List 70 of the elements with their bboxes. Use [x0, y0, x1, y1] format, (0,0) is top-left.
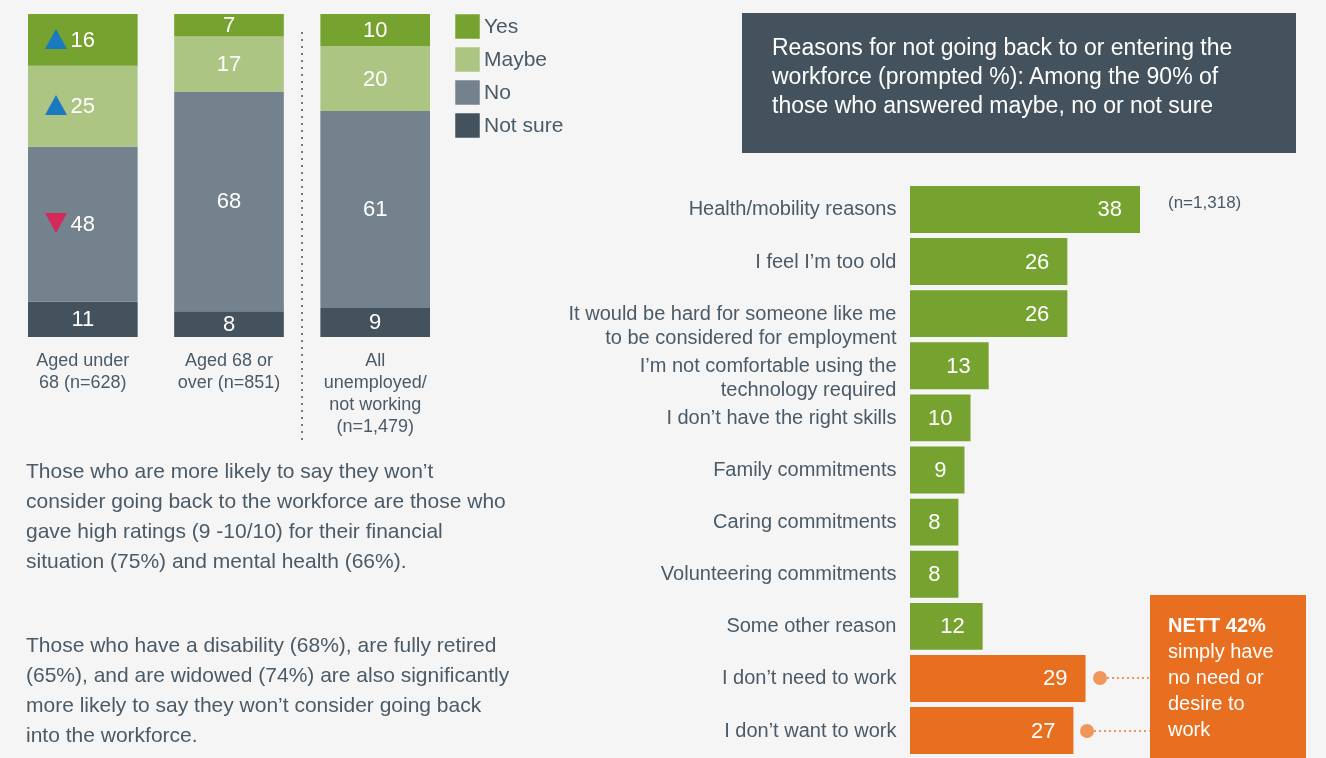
y-tick-label: Volunteering commitments: [660, 562, 897, 585]
bar: [910, 602, 983, 650]
y-tick-label: I’m not comfortable using the technology required: [639, 353, 897, 400]
data-label: 9: [369, 309, 382, 335]
data-label: 29: [1043, 665, 1068, 691]
legend-label: Not sure: [484, 112, 564, 136]
bar: [910, 550, 959, 598]
data-label: 68: [216, 188, 242, 214]
bar: [910, 446, 965, 494]
y-tick-label: Caring commitments: [713, 510, 897, 533]
bar: [174, 311, 284, 337]
bar: [320, 307, 430, 337]
data-label: 20: [362, 65, 388, 91]
data-label: 10: [928, 404, 953, 430]
bar: [28, 301, 138, 337]
data-label: 8: [928, 509, 941, 535]
text: Those who are more likely to say they won’t consider going back to the workforce are those who gave high ratings (9 -10/10) for their financial situation (75%) and mental health (66%).: [26, 458, 507, 574]
bar: [910, 707, 1074, 754]
data-label: 61: [362, 196, 388, 222]
data-label: 9: [934, 457, 947, 482]
bar: [174, 14, 284, 37]
data-label: 16: [70, 26, 96, 52]
bar: [910, 238, 1068, 286]
legend-label: Yes: [484, 13, 519, 37]
y-tick-label: I feel I’m too old: [755, 249, 897, 272]
bar: [910, 498, 959, 546]
x-tick-label: All unemployed/ not working (n=1,479): [323, 349, 427, 436]
data-label: 12: [940, 613, 965, 639]
bar: [320, 14, 430, 47]
text: simply have no need or desire to work: [1168, 639, 1275, 742]
bar: [910, 342, 989, 390]
data-label: 11: [71, 306, 95, 332]
text: (n=1,318): [1168, 192, 1242, 214]
data-label: 17: [216, 51, 242, 77]
y-tick-label: I don’t want to work: [724, 718, 898, 741]
data-label: 48: [70, 210, 96, 236]
data-label: 7: [222, 12, 236, 38]
y-tick-label: Family commitments: [713, 458, 897, 480]
data-label: 8: [928, 561, 941, 587]
data-label: 8: [222, 311, 236, 337]
bar: [174, 36, 284, 92]
bar: [28, 146, 138, 302]
bar: [910, 394, 971, 442]
y-tick-label: Some other reason: [726, 614, 897, 637]
y-tick-label: Health/mobility reasons: [688, 197, 897, 220]
x-tick-label: Aged 68 or over (n=851): [177, 349, 281, 392]
data-label: 26: [1024, 300, 1050, 326]
legend-label: Maybe: [484, 46, 548, 70]
bar: [320, 46, 430, 111]
bar: [910, 654, 1086, 702]
data-label: 38: [1097, 196, 1122, 222]
x-tick-label: Aged under 68 (n=628): [36, 349, 130, 392]
data-label: 27: [1030, 717, 1056, 743]
bar: [910, 290, 1068, 338]
data-label: 25: [70, 93, 96, 119]
text: Those who have a disability (68%), are fully retired (65%), and are widowed (74%) are also significantly more likely to say they won’t consider going back into the workforce.: [26, 632, 511, 748]
bar: [320, 110, 430, 308]
data-label: 26: [1024, 248, 1050, 274]
bar: [28, 14, 138, 66]
data-label: 10: [362, 17, 388, 43]
chart-title: Reasons for not going back to or entering the workforce (prompted %): Among the 90% of those who answered maybe, no or not sure: [742, 13, 1296, 153]
bar: [174, 91, 284, 312]
text: NETT 42%: [1168, 613, 1267, 638]
legend-label: No: [484, 79, 511, 103]
y-tick-label: I don’t have the right skills: [666, 405, 897, 428]
bar: [910, 186, 1140, 233]
data-label: 13: [946, 352, 971, 378]
y-tick-label: It would be hard for someone like me to be considered for employment: [568, 301, 897, 348]
y-tick-label: I don’t need to work: [721, 666, 898, 689]
bar: [28, 65, 138, 147]
